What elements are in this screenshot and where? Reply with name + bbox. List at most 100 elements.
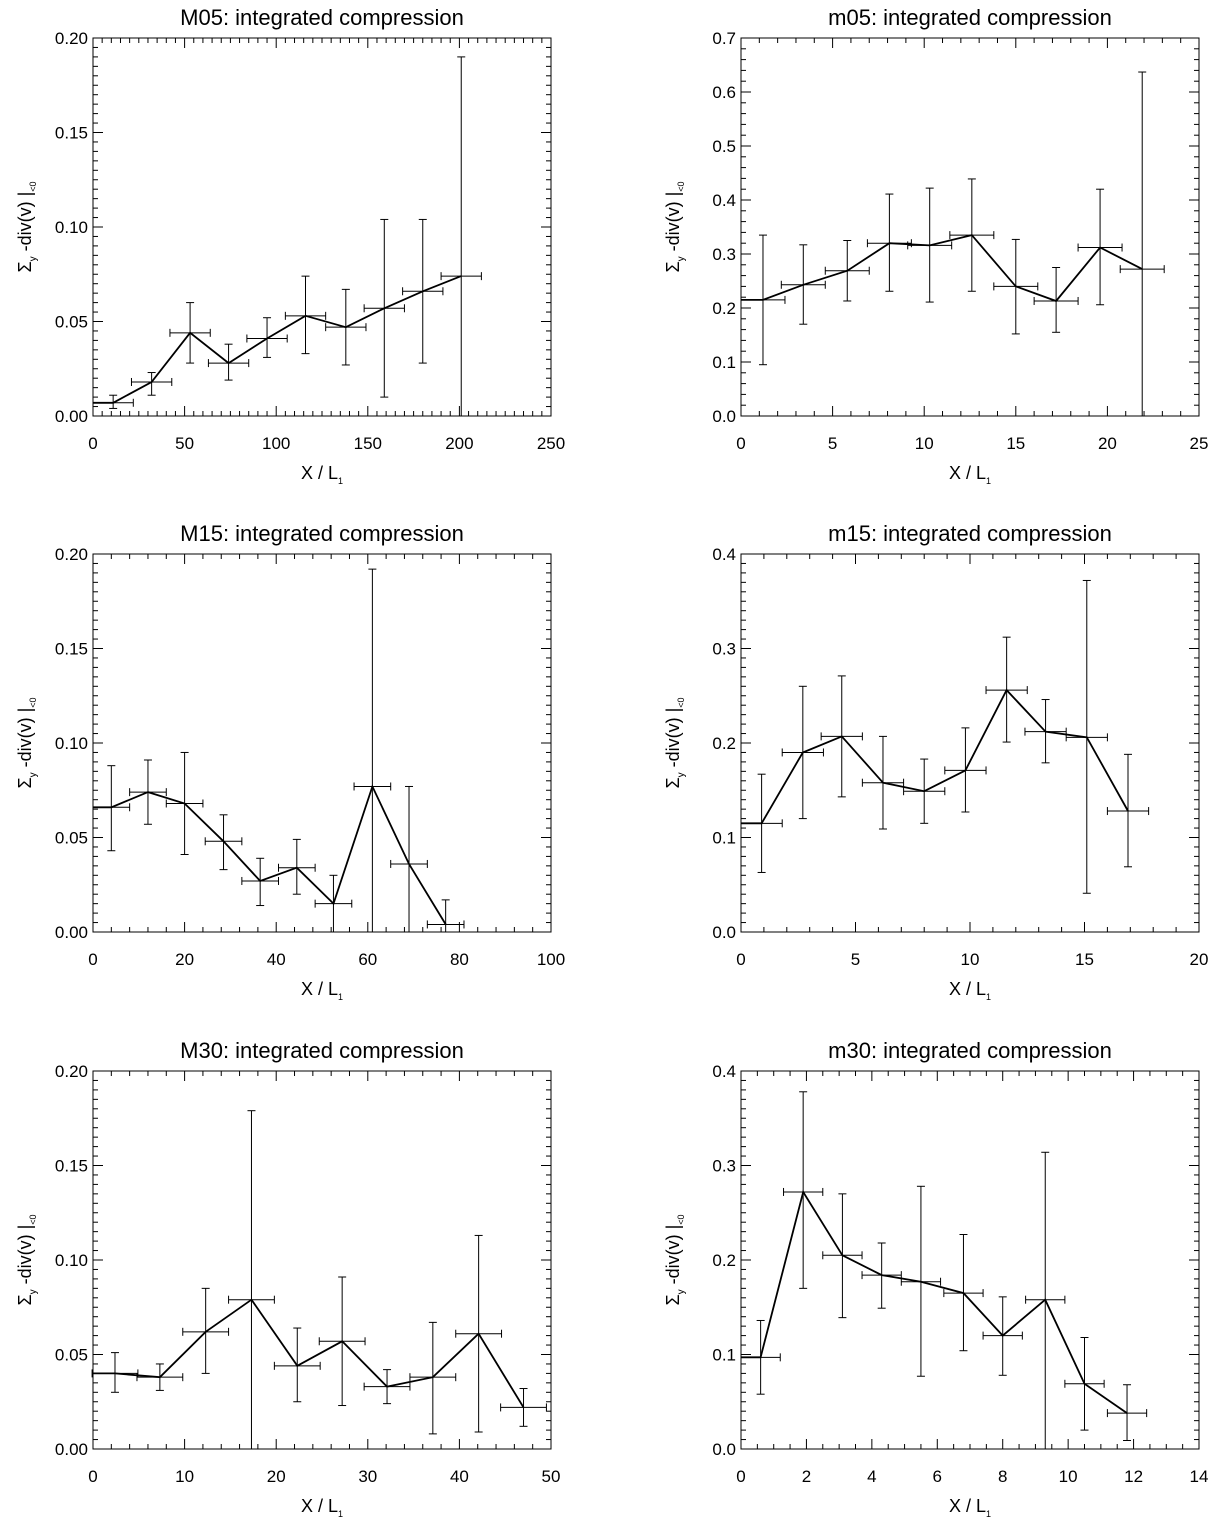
x-tick-label: 20	[267, 1467, 286, 1486]
x-tick-label: 100	[262, 434, 290, 453]
y-tick-label: 0.20	[55, 29, 88, 48]
x-tick-label: 10	[175, 1467, 194, 1486]
y-tick-label: 0.05	[55, 1346, 88, 1365]
x-tick-label: 40	[267, 950, 286, 969]
x-tick-label: 0	[88, 434, 97, 453]
y-axis-label: Σy -div(v) |<0	[663, 181, 687, 272]
chart-panel-3: M15: integrated compression 0 20 40 60 80 100 0…	[15, 521, 565, 1002]
y-tick-label: 0.10	[55, 218, 88, 237]
y-tick-label: 0.00	[55, 1440, 88, 1459]
y-tick-label: 0.05	[55, 829, 88, 848]
chart-panel-1: M05: integrated compression 0 50 100 150 200 2…	[15, 5, 565, 486]
plot-frame	[92, 37, 552, 417]
y-tick-label: 0.2	[712, 1251, 736, 1270]
x-tick-label: 0	[88, 1467, 97, 1486]
x-tick-label: 0	[736, 1467, 745, 1486]
x-axis-label-main: X / L	[949, 1496, 986, 1516]
x-tick-label: 15	[1006, 434, 1025, 453]
y-tick-label: 0.10	[55, 734, 88, 753]
y-axis-label: Σy -div(v) |<0	[15, 181, 39, 272]
x-axis-label-main: X / L	[301, 1496, 338, 1516]
y-axis-sigma: Σ	[15, 1294, 35, 1305]
chart-title: m30: integrated compression	[828, 1038, 1112, 1063]
y-tick-label: 0.4	[712, 191, 736, 210]
y-tick-label: 0.20	[55, 545, 88, 564]
y-tick-label: 0.0	[712, 1440, 736, 1459]
y-axis-label: Σy -div(v) |<0	[15, 1214, 39, 1305]
chart-title: M05: integrated compression	[180, 5, 464, 30]
x-tick-label: 100	[537, 950, 565, 969]
x-tick-label: 60	[358, 950, 377, 969]
x-axis-label-sub: 1	[986, 1509, 991, 1519]
y-tick-label: 0.4	[712, 545, 736, 564]
x-tick-label: 0	[88, 950, 97, 969]
y-tick-label: 0.00	[55, 407, 88, 426]
x-axis-label-sub: 1	[338, 992, 343, 1002]
data-series-line	[741, 688, 1129, 825]
y-axis-sigma: Σ	[663, 261, 683, 272]
data-series-line	[93, 275, 462, 404]
x-axis-label: X / L1	[301, 979, 343, 1002]
x-tick-label: 20	[1098, 434, 1117, 453]
x-tick-label: 80	[450, 950, 469, 969]
y-axis-sub: y	[676, 256, 687, 261]
x-tick-label: 20	[175, 950, 194, 969]
chart-panel-5: M30: integrated compression 0 10 20 30 40 50 0.…	[15, 1038, 560, 1519]
chart-panel-6: m30: integrated compression 0 2 4 6 8 10 12 14 0.…	[663, 1038, 1208, 1519]
y-tick-label: 0.3	[712, 640, 736, 659]
y-tick-label: 0.00	[55, 923, 88, 942]
y-tick-label: 0.1	[712, 829, 736, 848]
y-tick-label: 0.2	[712, 299, 736, 318]
y-axis-sub: y	[28, 772, 39, 777]
data-series-line	[741, 1189, 1128, 1414]
chart-panel-2: m05: integrated compression 0 5 10 15 20 25 0.0…	[663, 5, 1208, 486]
x-tick-label: 150	[354, 434, 382, 453]
plot-frame	[740, 553, 1200, 933]
y-axis-tail: <0	[28, 181, 38, 191]
y-tick-label: 0.1	[712, 353, 736, 372]
y-axis-main: -div(v) |	[15, 1225, 35, 1290]
x-tick-label: 30	[358, 1467, 377, 1486]
x-tick-label: 12	[1124, 1467, 1143, 1486]
x-axis-label: X / L1	[301, 1496, 343, 1519]
y-axis-label: Σy -div(v) |<0	[663, 1214, 687, 1305]
x-tick-label: 50	[542, 1467, 561, 1486]
y-tick-label: 0.0	[712, 407, 736, 426]
x-tick-label: 10	[1059, 1467, 1078, 1486]
y-axis-main: -div(v) |	[663, 192, 683, 257]
x-tick-label: 5	[828, 434, 837, 453]
chart-title: m05: integrated compression	[828, 5, 1112, 30]
x-tick-label: 15	[1075, 950, 1094, 969]
x-axis-label: X / L1	[949, 979, 991, 1002]
y-axis-main: -div(v) |	[15, 192, 35, 257]
y-axis-sub: y	[676, 1289, 687, 1294]
y-tick-label: 0.20	[55, 1062, 88, 1081]
y-tick-label: 0.15	[55, 124, 88, 143]
x-axis-label-sub: 1	[986, 992, 991, 1002]
y-axis-tail: <0	[28, 1214, 38, 1224]
x-axis-label: X / L1	[949, 1496, 991, 1519]
y-axis-sub: y	[28, 1289, 39, 1294]
y-tick-label: 0.1	[712, 1346, 736, 1365]
x-axis-label-sub: 1	[338, 476, 343, 486]
y-axis-label: Σy -div(v) |<0	[663, 697, 687, 788]
y-axis-main: -div(v) |	[663, 708, 683, 773]
data-series-line	[93, 1298, 525, 1408]
plot-frame	[740, 1070, 1200, 1450]
x-axis-label-main: X / L	[301, 979, 338, 999]
y-tick-label: 0.5	[712, 137, 736, 156]
plot-frame	[92, 553, 552, 933]
y-tick-label: 0.7	[712, 29, 736, 48]
chart-title: M30: integrated compression	[180, 1038, 464, 1063]
y-axis-sub: y	[676, 772, 687, 777]
x-axis-label-main: X / L	[949, 463, 986, 483]
chart-title: m15: integrated compression	[828, 521, 1112, 546]
y-axis-tail: <0	[676, 1214, 686, 1224]
y-axis-tail: <0	[676, 181, 686, 191]
x-tick-label: 50	[175, 434, 194, 453]
y-axis-sigma: Σ	[15, 777, 35, 788]
y-axis-tail: <0	[676, 697, 686, 707]
y-axis-label: Σy -div(v) |<0	[15, 697, 39, 788]
chart-title: M15: integrated compression	[180, 521, 464, 546]
x-tick-label: 0	[736, 434, 745, 453]
